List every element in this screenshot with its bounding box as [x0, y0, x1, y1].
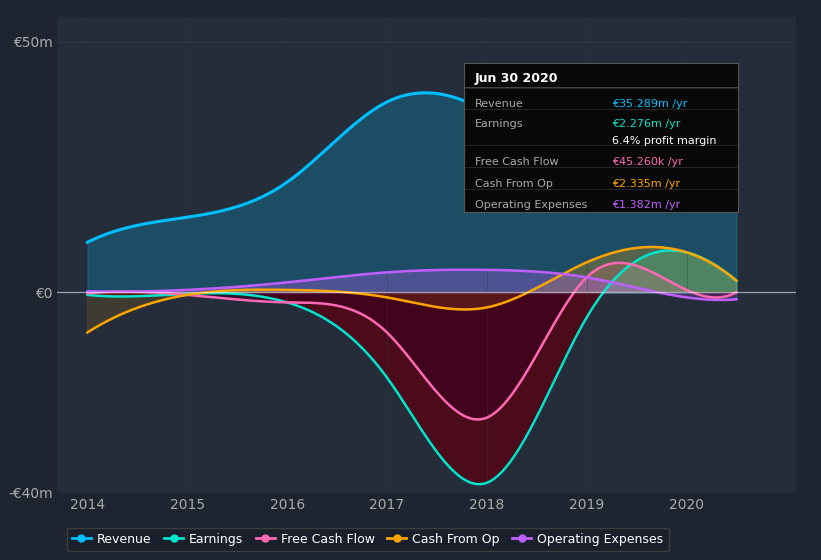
Text: Free Cash Flow: Free Cash Flow	[475, 157, 558, 167]
Text: €2.335m /yr: €2.335m /yr	[612, 179, 680, 189]
Text: €2.276m /yr: €2.276m /yr	[612, 119, 680, 129]
Legend: Revenue, Earnings, Free Cash Flow, Cash From Op, Operating Expenses: Revenue, Earnings, Free Cash Flow, Cash …	[67, 528, 668, 551]
Text: €35.289m /yr: €35.289m /yr	[612, 99, 687, 109]
Text: Revenue: Revenue	[475, 99, 524, 109]
Text: Cash From Op: Cash From Op	[475, 179, 553, 189]
Text: €1.382m /yr: €1.382m /yr	[612, 200, 680, 210]
Text: Jun 30 2020: Jun 30 2020	[475, 72, 558, 85]
Text: Operating Expenses: Operating Expenses	[475, 200, 587, 210]
Text: €45.260k /yr: €45.260k /yr	[612, 157, 682, 167]
Text: Earnings: Earnings	[475, 119, 524, 129]
Text: 6.4% profit margin: 6.4% profit margin	[612, 136, 716, 146]
